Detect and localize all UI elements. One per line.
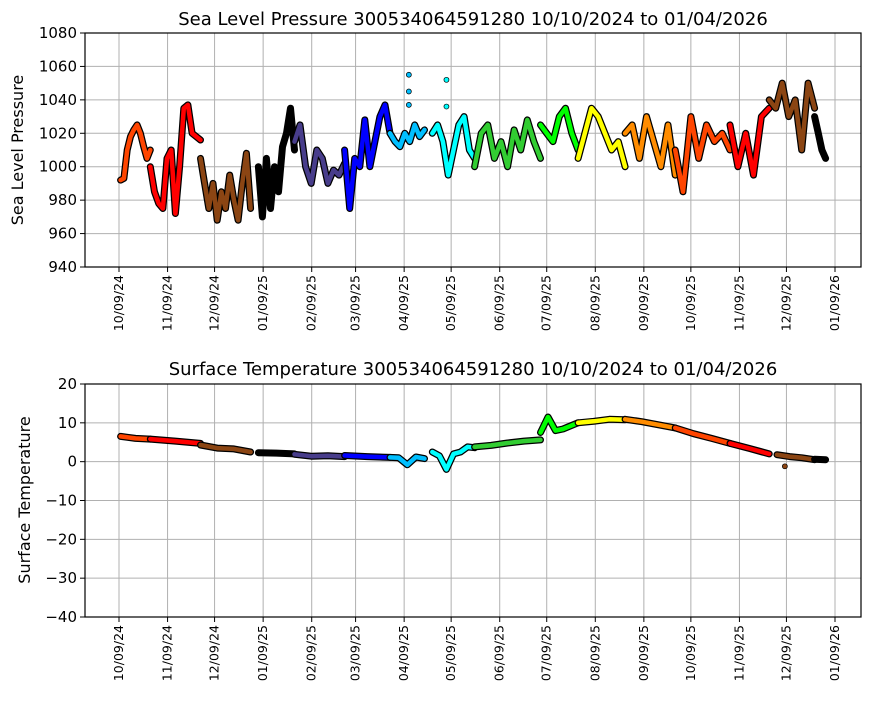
x-tick-label: 09/09/25 [636, 275, 651, 331]
y-tick-label: −30 [45, 569, 77, 587]
y-tick-label: −20 [45, 530, 77, 548]
y-tick-label: 10 [58, 414, 77, 432]
y-tick-label: 20 [58, 375, 77, 393]
x-tick-label: 09/09/25 [636, 625, 651, 681]
x-tick-label: 12/09/24 [207, 625, 222, 681]
data-point [444, 104, 449, 109]
y-tick-label: 0 [67, 453, 77, 471]
y-tick-label: −40 [45, 608, 77, 626]
x-tick-label: 06/09/25 [492, 275, 507, 331]
series-line [121, 436, 151, 439]
x-tick-label: 03/09/25 [348, 275, 363, 331]
data-point [406, 102, 411, 107]
x-tick-label: 07/09/25 [539, 275, 554, 331]
y-tick-label: 1080 [39, 24, 77, 42]
x-tick-label: 06/09/25 [492, 625, 507, 681]
series-line [258, 453, 294, 454]
y-tick-label: 940 [48, 258, 77, 276]
pressure-title: Sea Level Pressure 300534064591280 10/10… [178, 9, 768, 30]
temperature-ylabel: Surface Temperature [15, 416, 34, 583]
x-tick-label: 01/09/25 [255, 275, 270, 331]
x-tick-label: 03/09/25 [348, 625, 363, 681]
series-line [541, 417, 579, 433]
x-tick-label: 12/09/25 [778, 275, 793, 331]
x-tick-label: 10/09/24 [111, 275, 126, 331]
y-tick-label: −10 [45, 492, 77, 510]
y-tick-label: 1000 [39, 158, 77, 176]
data-point [406, 89, 411, 94]
x-tick-label: 08/09/25 [587, 275, 602, 331]
series-line [345, 456, 390, 458]
x-tick-label: 12/09/25 [778, 625, 793, 681]
x-tick-label: 08/09/25 [587, 625, 602, 681]
x-tick-label: 02/09/25 [304, 625, 319, 681]
temperature-plot: Surface Temperature 300534064591280 10/1… [15, 359, 861, 681]
data-point [444, 77, 449, 82]
x-tick-label: 02/09/25 [304, 275, 319, 331]
x-tick-label: 04/09/25 [396, 275, 411, 331]
x-tick-label: 01/09/25 [255, 625, 270, 681]
x-tick-label: 11/09/24 [160, 275, 175, 331]
x-tick-label: 07/09/25 [539, 625, 554, 681]
y-tick-label: 1060 [39, 57, 77, 75]
x-tick-label: 12/09/24 [207, 275, 222, 331]
series-line [295, 454, 345, 456]
x-tick-label: 05/09/25 [443, 625, 458, 681]
x-tick-label: 05/09/25 [443, 275, 458, 331]
x-tick-label: 11/09/25 [731, 625, 746, 681]
pressure-plot: Sea Level Pressure 300534064591280 10/10… [8, 9, 861, 331]
x-tick-label: 11/09/25 [731, 275, 746, 331]
x-tick-label: 10/09/25 [683, 275, 698, 331]
series-line [675, 428, 730, 444]
series-line [475, 120, 541, 167]
x-tick-label: 11/09/24 [160, 625, 175, 681]
x-tick-label: 10/09/24 [111, 625, 126, 681]
y-tick-label: 980 [48, 191, 77, 209]
x-tick-label: 10/09/25 [683, 625, 698, 681]
data-point [782, 464, 787, 469]
y-tick-label: 1040 [39, 91, 77, 109]
data-point [406, 72, 411, 77]
y-tick-label: 1020 [39, 124, 77, 142]
x-tick-label: 04/09/25 [396, 625, 411, 681]
y-tick-label: 960 [48, 225, 77, 243]
temperature-title: Surface Temperature 300534064591280 10/1… [169, 359, 778, 380]
pressure-ylabel: Sea Level Pressure [8, 75, 27, 226]
x-tick-label: 01/09/26 [827, 625, 842, 681]
x-tick-label: 01/09/26 [827, 275, 842, 331]
